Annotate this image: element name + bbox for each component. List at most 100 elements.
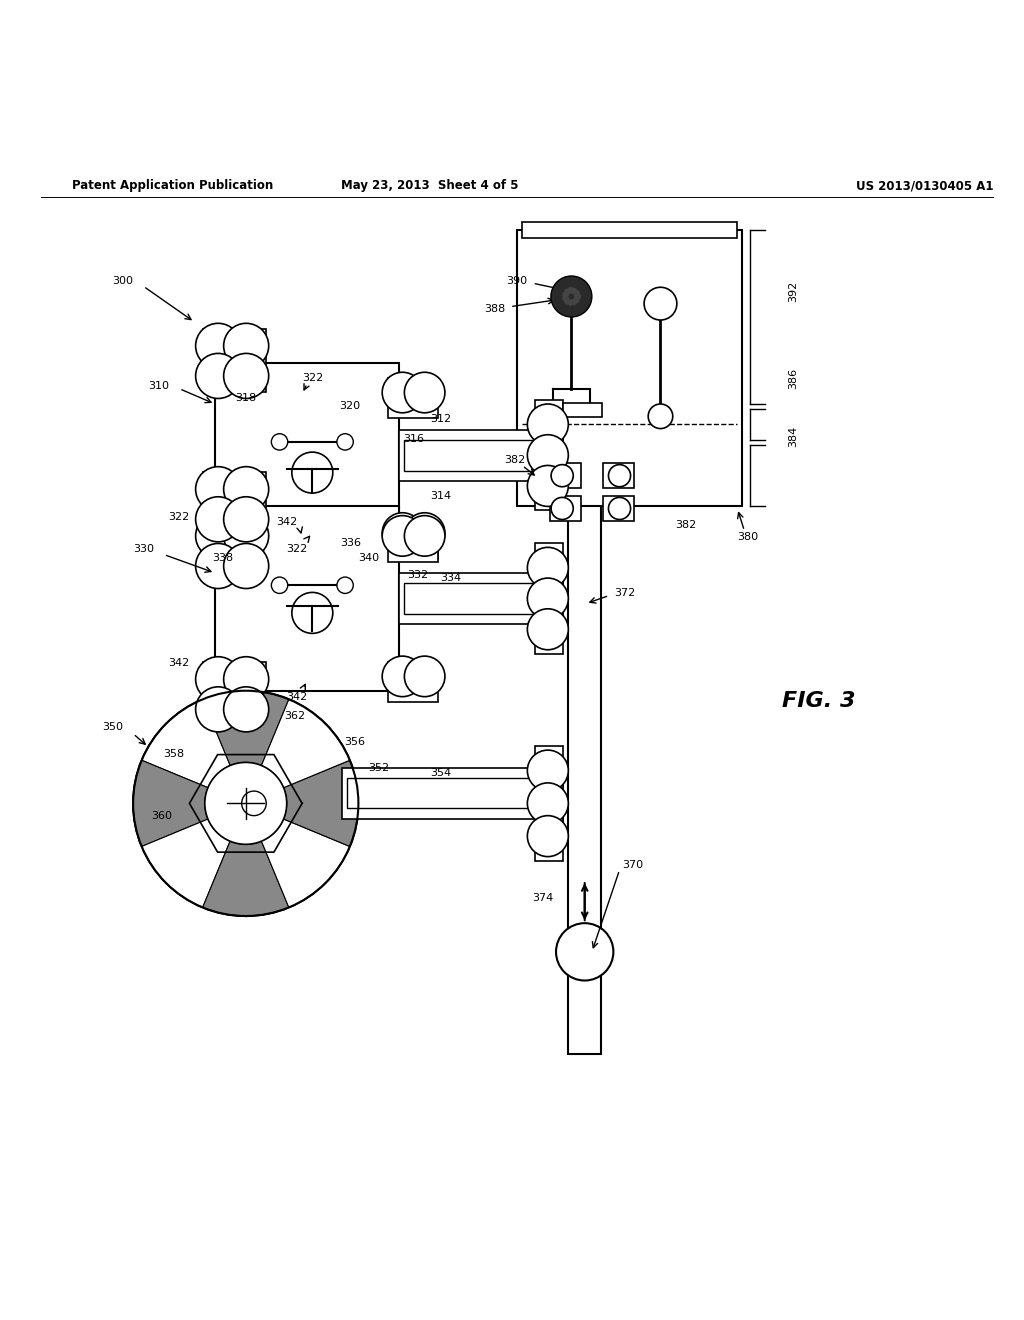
Bar [399, 573, 563, 624]
Circle shape [205, 763, 287, 845]
Bar [568, 271, 601, 1055]
Text: 372: 372 [614, 589, 635, 598]
Text: 312: 312 [430, 414, 451, 424]
Text: 310: 310 [148, 380, 169, 391]
Circle shape [527, 404, 568, 445]
Text: 300: 300 [113, 276, 133, 286]
Wedge shape [261, 700, 350, 788]
Circle shape [382, 372, 423, 413]
Text: Patent Application Publication: Patent Application Publication [72, 180, 273, 193]
Circle shape [196, 686, 241, 731]
Circle shape [292, 453, 333, 494]
Wedge shape [141, 818, 230, 907]
Text: 314: 314 [430, 491, 451, 502]
Circle shape [223, 657, 268, 702]
Circle shape [271, 577, 288, 594]
Bar [535, 574, 563, 623]
Circle shape [223, 496, 268, 541]
Bar [346, 777, 558, 808]
Bar [535, 400, 563, 449]
Bar [535, 605, 563, 653]
Circle shape [564, 298, 570, 304]
Bar [522, 222, 737, 238]
Circle shape [196, 496, 241, 541]
Circle shape [574, 293, 581, 300]
Text: 356: 356 [344, 737, 365, 747]
Text: 342: 342 [276, 516, 297, 527]
Wedge shape [284, 760, 358, 846]
Circle shape [562, 296, 568, 301]
Text: 330: 330 [133, 544, 154, 554]
Bar [535, 430, 563, 479]
Circle shape [608, 498, 631, 520]
Text: May 23, 2013  Sheet 4 of 5: May 23, 2013 Sheet 4 of 5 [341, 180, 519, 193]
Text: 370: 370 [623, 859, 643, 870]
Text: 380: 380 [737, 532, 758, 543]
Text: 360: 360 [152, 810, 172, 821]
Circle shape [133, 690, 358, 916]
Circle shape [404, 516, 444, 556]
Circle shape [527, 783, 568, 824]
Text: 350: 350 [102, 722, 123, 731]
Bar [603, 496, 634, 520]
Circle shape [223, 323, 268, 368]
Circle shape [196, 354, 241, 399]
Text: FIG. 3: FIG. 3 [782, 690, 856, 711]
Bar [550, 496, 581, 520]
Bar [563, 403, 602, 417]
Text: 382: 382 [505, 455, 525, 466]
Text: 322: 322 [287, 544, 307, 554]
Bar [215, 363, 399, 548]
Circle shape [556, 923, 613, 981]
Bar [535, 779, 563, 828]
Circle shape [527, 816, 568, 857]
Wedge shape [133, 760, 208, 846]
Circle shape [223, 354, 268, 399]
Circle shape [223, 467, 268, 512]
Circle shape [562, 292, 568, 298]
Text: 340: 340 [358, 553, 379, 562]
Text: US 2013/0130405 A1: US 2013/0130405 A1 [856, 180, 993, 193]
Circle shape [527, 548, 568, 589]
Circle shape [223, 513, 268, 558]
Circle shape [271, 434, 288, 450]
Wedge shape [141, 700, 230, 788]
Text: 342: 342 [287, 692, 307, 702]
Circle shape [242, 791, 266, 816]
Text: 392: 392 [788, 281, 799, 302]
Text: 388: 388 [484, 304, 505, 314]
Circle shape [551, 498, 573, 520]
Circle shape [382, 512, 423, 553]
Bar [204, 519, 265, 582]
Text: 322: 322 [169, 512, 189, 521]
Circle shape [196, 323, 241, 368]
Text: 336: 336 [340, 539, 360, 548]
Circle shape [382, 656, 423, 697]
Bar [204, 663, 265, 725]
Text: 322: 322 [302, 374, 323, 383]
Bar [399, 429, 563, 480]
Bar [204, 473, 265, 535]
Circle shape [404, 656, 444, 697]
Text: 374: 374 [532, 892, 553, 903]
Circle shape [196, 544, 241, 589]
Circle shape [223, 544, 268, 589]
Text: 352: 352 [369, 763, 389, 772]
Bar [535, 812, 563, 861]
Circle shape [527, 750, 568, 791]
Text: 384: 384 [788, 426, 799, 447]
Bar [550, 463, 581, 488]
Text: 382: 382 [676, 520, 696, 529]
Circle shape [570, 288, 577, 294]
Bar [388, 519, 438, 558]
Text: 386: 386 [788, 368, 799, 389]
Bar [535, 462, 563, 511]
Circle shape [567, 300, 573, 306]
Circle shape [196, 467, 241, 512]
Bar [215, 507, 399, 690]
Circle shape [644, 288, 677, 319]
Circle shape [608, 465, 631, 487]
Bar [388, 663, 438, 702]
Bar [603, 463, 634, 488]
Circle shape [196, 513, 241, 558]
